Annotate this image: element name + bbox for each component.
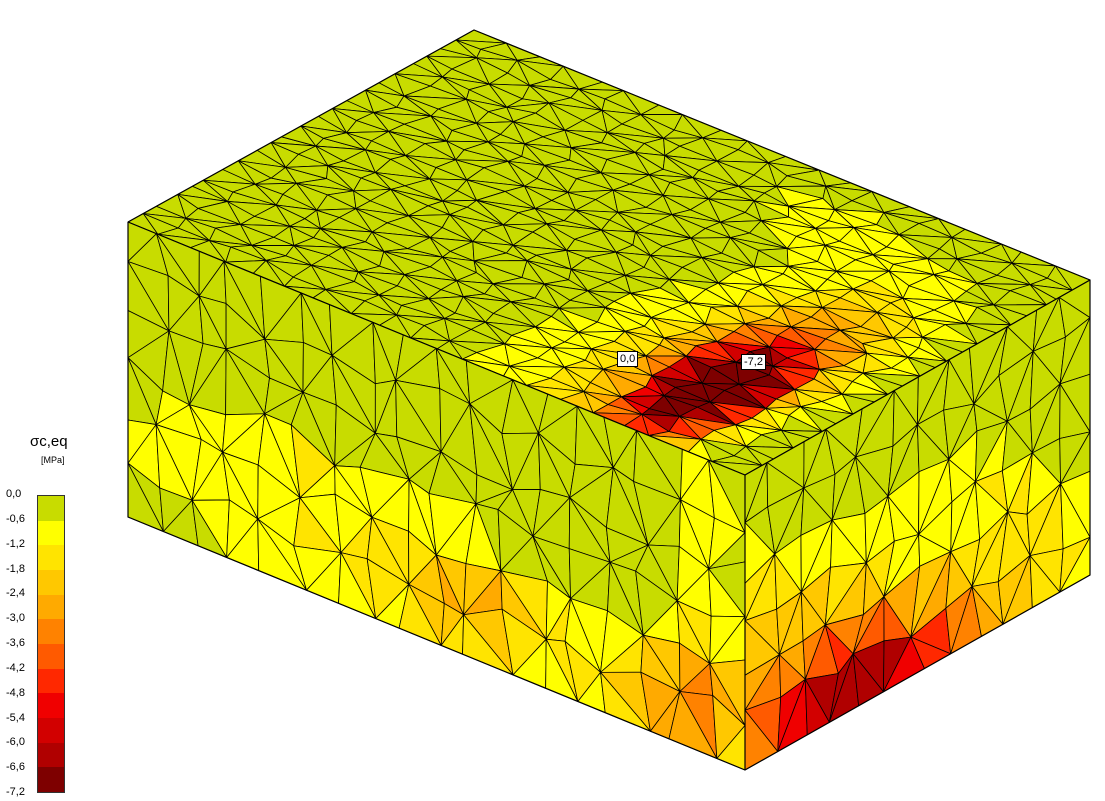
min-value-label: 0,0 [617,351,639,367]
legend-label: -5,4 [6,711,25,724]
legend-band [38,496,64,521]
legend-band [38,718,64,743]
legend-band [38,520,64,546]
legend-band [38,693,64,719]
legend-label: -4,8 [6,686,25,699]
legend-title: σc,eq [30,433,68,450]
legend-label: -7,2 [6,786,25,798]
legend-label: -6,0 [6,736,25,749]
legend-label: -0,6 [6,512,25,525]
model-edge [127,29,1091,771]
legend-band [38,545,64,571]
legend-label: -6,6 [6,761,25,774]
legend-label: -3,0 [6,612,25,625]
max-value-label: -7,2 [741,354,766,370]
legend-band [38,668,64,694]
legend-label: -2,4 [6,587,25,600]
legend-band [38,619,64,645]
legend-label: -1,2 [6,537,25,550]
legend-band [38,570,64,595]
legend-label: -1,8 [6,562,25,575]
legend-label: -4,2 [6,661,25,674]
legend-unit: [MPa] [41,455,65,465]
legend-band [38,594,64,620]
model-outline [127,29,1091,771]
color-legend-bar [37,495,65,793]
legend-band [38,767,64,793]
legend-band [38,644,64,669]
mesh-elements [127,29,1091,771]
legend-label: 0,0 [6,488,22,500]
legend-label: -3,6 [6,637,25,649]
legend-band [38,742,64,768]
